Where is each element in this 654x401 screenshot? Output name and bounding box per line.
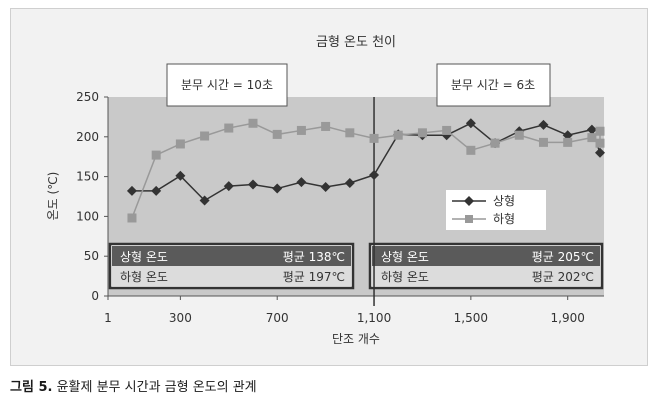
right-lower-label: 하형 온도	[381, 270, 429, 284]
data-point-square	[321, 121, 331, 131]
data-point-square	[490, 138, 500, 148]
data-point-diamond	[586, 124, 597, 135]
data-point-diamond	[199, 195, 210, 206]
left-lower-value: 평균 197℃	[283, 270, 345, 284]
annotation-right-text: 분무 시간 = 6초	[451, 78, 535, 92]
figure-caption: 그림 5. 윤활제 분무 시간과 금형 온도의 관계	[10, 376, 257, 395]
legend-diamond-marker	[464, 196, 474, 206]
summary-table-left: 상형 온도 평균 138℃ 하형 온도 평균 197℃	[108, 242, 355, 290]
data-point-square	[345, 128, 355, 138]
data-point-square	[127, 213, 137, 223]
caption-text: 윤활제 분무 시간과 금형 온도의 관계	[56, 380, 257, 395]
x-tick-label: 1,100	[357, 311, 391, 325]
y-tick-label: 50	[84, 249, 99, 263]
data-point-diamond	[344, 177, 355, 188]
y-tick-label: 150	[76, 170, 99, 184]
data-point-square	[595, 138, 605, 148]
data-point-diamond	[223, 181, 234, 192]
data-point-diamond	[247, 179, 258, 190]
summary-table-right: 상형 온도 평균 205℃ 하형 온도 평균 202℃	[368, 242, 604, 290]
y-tick-label: 200	[76, 130, 99, 144]
data-point-square	[296, 125, 306, 135]
left-lower-label: 하형 온도	[120, 270, 168, 284]
y-tick-label: 250	[76, 90, 99, 104]
data-point-square	[514, 130, 524, 140]
data-point-diamond	[369, 170, 380, 181]
data-point-square	[595, 126, 605, 136]
data-point-diamond	[320, 181, 331, 192]
right-upper-value: 평균 205℃	[532, 250, 594, 264]
y-tick-label: 0	[91, 289, 99, 303]
x-tick-label: 1,900	[551, 311, 585, 325]
series-line-2	[131, 122, 601, 219]
data-point-diamond	[126, 185, 137, 196]
legend-series-1-label: 상형	[493, 194, 515, 208]
x-tick-label: 300	[169, 311, 192, 325]
chart-title: 금형 온도 천이	[316, 35, 396, 50]
y-axis-label: 온도 (℃)	[46, 172, 60, 221]
annotation-left: 분무 시간 = 10초	[166, 63, 288, 107]
x-tick-label: 1,500	[454, 311, 488, 325]
data-point-square	[587, 133, 597, 143]
left-upper-value: 평균 138℃	[283, 250, 345, 264]
annotation-left-text: 분무 시간 = 10초	[181, 78, 273, 92]
data-point-square	[393, 130, 403, 140]
data-point-square	[175, 139, 185, 149]
x-axis-label: 단조 개수	[332, 332, 380, 346]
data-point-square	[151, 150, 161, 160]
left-upper-label: 상형 온도	[120, 250, 168, 264]
data-point-square	[538, 137, 548, 147]
data-point-square	[417, 128, 427, 138]
data-point-diamond	[175, 170, 186, 181]
legend: 상형 하형	[446, 190, 546, 230]
x-tick-label: 700	[266, 311, 289, 325]
annotation-right: 분무 시간 = 6초	[436, 63, 551, 107]
caption-label: 그림 5.	[10, 380, 53, 395]
data-point-diamond	[595, 147, 605, 158]
x-tick-label: 1	[104, 311, 112, 325]
right-upper-label: 상형 온도	[381, 250, 429, 264]
data-point-diamond	[465, 118, 476, 129]
data-point-square	[369, 133, 379, 143]
data-point-square	[466, 145, 476, 155]
data-point-square	[248, 118, 258, 128]
legend-square-marker	[465, 215, 473, 223]
data-point-square	[272, 129, 282, 139]
data-point-square	[563, 137, 573, 147]
data-point-diamond	[538, 119, 549, 130]
data-point-square	[442, 125, 452, 135]
data-point-square	[224, 123, 234, 133]
right-lower-value: 평균 202℃	[532, 270, 594, 284]
data-point-diamond	[151, 185, 162, 196]
y-tick-label: 100	[76, 209, 99, 223]
data-point-square	[200, 131, 210, 141]
data-point-diamond	[272, 183, 283, 194]
legend-series-2-label: 하형	[493, 212, 515, 226]
data-point-diamond	[296, 177, 307, 188]
data-point-diamond	[562, 130, 573, 141]
